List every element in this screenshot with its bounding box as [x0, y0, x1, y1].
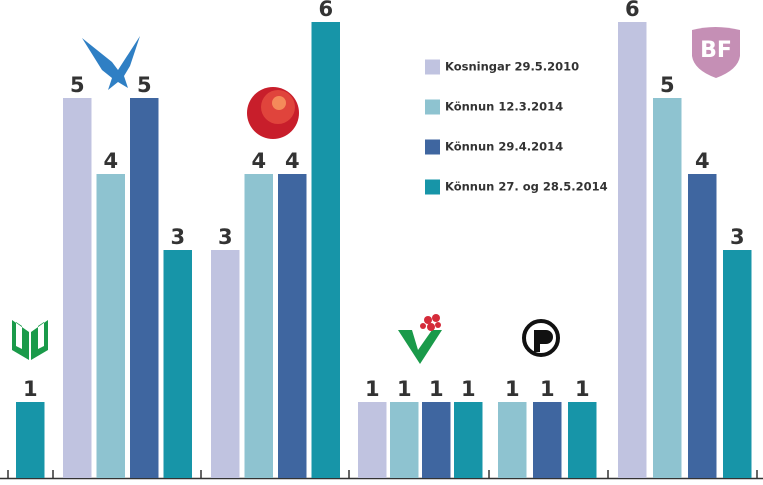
bar: [390, 402, 419, 478]
bar: [211, 250, 240, 478]
data-label: 1: [23, 377, 38, 401]
legend-swatch: [425, 59, 440, 75]
bar: [163, 250, 192, 478]
data-label: 3: [730, 225, 745, 249]
data-label: 5: [137, 73, 152, 97]
bar: [278, 174, 307, 478]
bar: [311, 22, 340, 478]
logo-falcon: [82, 36, 140, 90]
data-label: 1: [429, 377, 444, 401]
data-label: 3: [218, 225, 233, 249]
logo-pirate: [522, 319, 560, 357]
legend-label: Kosningar 29.5.2010: [445, 60, 579, 74]
data-label: 5: [70, 73, 85, 97]
data-label: 1: [365, 377, 380, 401]
legend-label: Könnun 12.3.2014: [445, 100, 563, 114]
bar: [568, 402, 597, 478]
data-label: 6: [318, 0, 333, 21]
data-label: 4: [103, 149, 118, 173]
bar: [358, 402, 387, 478]
logo-red: [247, 87, 299, 139]
bar: [130, 98, 159, 478]
bar: [96, 174, 125, 478]
data-label: 1: [461, 377, 476, 401]
logo-green: [12, 320, 48, 360]
data-label: 6: [625, 0, 640, 21]
data-label: 4: [251, 149, 266, 173]
bar: [244, 174, 273, 478]
bar: [653, 98, 682, 478]
data-label: 3: [170, 225, 185, 249]
logo-vg: [398, 314, 442, 364]
bar: [454, 402, 483, 478]
bar: [498, 402, 527, 478]
legend-label: Könnun 27. og 28.5.2014: [445, 180, 608, 194]
legend-swatch: [425, 139, 440, 155]
bar: [688, 174, 717, 478]
bar: [533, 402, 562, 478]
data-label: 4: [695, 149, 710, 173]
logo-text: BF: [700, 38, 732, 63]
legend-swatch: [425, 99, 440, 115]
bar: [63, 98, 92, 478]
legend-swatch: [425, 179, 440, 195]
data-label: 1: [397, 377, 412, 401]
data-label: 5: [660, 73, 675, 97]
bar: [618, 22, 647, 478]
data-label: 1: [540, 377, 555, 401]
legend-label: Könnun 29.4.2014: [445, 140, 563, 154]
data-label: 4: [285, 149, 300, 173]
logo-bf: BF: [692, 27, 740, 78]
bar: [16, 402, 45, 478]
data-label: 1: [505, 377, 520, 401]
bar: [723, 250, 752, 478]
bar: [422, 402, 451, 478]
data-label: 1: [575, 377, 590, 401]
axis: [0, 470, 763, 480]
